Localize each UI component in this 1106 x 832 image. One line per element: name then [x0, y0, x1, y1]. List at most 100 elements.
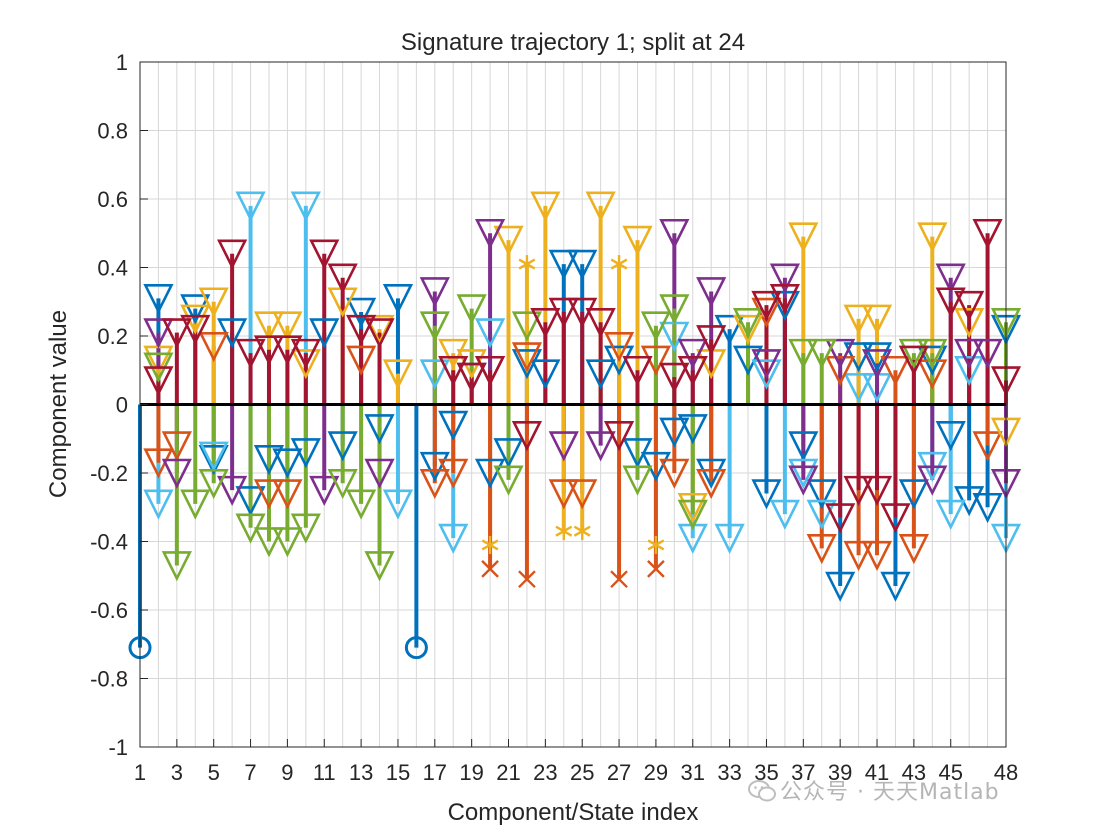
stem-marker-triangle-down [327, 263, 358, 294]
stem-marker-triangle-down [696, 277, 727, 308]
stem-marker-triangle-down [825, 338, 856, 370]
stem-marker-asterisk [481, 535, 499, 554]
stem-marker-triangle-down [769, 499, 800, 531]
stem-marker-triangle-down [585, 307, 616, 339]
stem-marker-triangle-down [290, 349, 321, 380]
stem-marker-triangle-down [825, 571, 856, 602]
stem-marker-triangle-down [843, 475, 874, 507]
stem-marker-triangle-down [806, 534, 837, 565]
stem-marker-triangle-down [972, 431, 1003, 462]
stem-marker-triangle-down [935, 263, 966, 294]
stem-marker-triangle-down [493, 438, 524, 469]
x-tick-label: 5 [208, 760, 220, 785]
stem-marker-triangle-down [788, 465, 819, 496]
stem-marker-triangle-down [198, 441, 229, 472]
stem-marker-triangle-down [769, 284, 800, 315]
stem-marker-asterisk [518, 255, 536, 274]
stem-marker-triangle-down [622, 465, 653, 496]
stem-marker-triangle-down [253, 444, 285, 476]
watermark: 公众号 · 天天Matlab [748, 775, 1000, 805]
stem-marker-triangle-down [696, 468, 727, 500]
stem-marker-triangle-down [880, 503, 911, 534]
y-tick-label: -0.2 [90, 461, 128, 486]
stem-marker-triangle-down [161, 431, 192, 462]
stem-marker-triangle-down [143, 318, 174, 349]
stem-marker-triangle-down [253, 335, 285, 366]
stem-marker-triangle-down [346, 297, 377, 328]
stem-marker-asterisk [573, 522, 591, 541]
stem-marker-triangle-down [659, 417, 690, 448]
stem-marker-triangle-down [954, 290, 985, 322]
stem-marker-triangle-down [180, 314, 211, 346]
stem-marker-triangle-down [438, 458, 469, 489]
stem-marker-triangle-down [511, 342, 543, 373]
stem-marker-triangle-down [696, 458, 727, 489]
stem-marker-triangle-down [567, 479, 598, 510]
stem-marker-triangle-down [880, 355, 911, 387]
stem-marker-triangle-down [917, 359, 948, 390]
stem-marker-triangle-down [769, 263, 800, 294]
stem-marker-triangle-down [898, 479, 929, 510]
y-tick-label: 0 [116, 393, 128, 418]
stem-marker-triangle-down [511, 311, 543, 342]
stem-marker-triangle-down [659, 362, 690, 394]
stem-marker-triangle-down [290, 338, 321, 370]
stem-marker-triangle-down [917, 222, 948, 253]
stem-marker-triangle-down [419, 359, 450, 390]
stem-marker-triangle-down [143, 284, 174, 315]
stem-marker-triangle-down [585, 191, 616, 222]
stem-marker-triangle-down [622, 225, 653, 257]
x-tick-label: 33 [717, 760, 741, 785]
stem-marker-triangle-down [180, 489, 211, 520]
wechat-icon [748, 779, 776, 802]
stem-marker-triangle-down [364, 314, 395, 346]
stem-marker-triangle-down [161, 458, 192, 489]
x-tick-label: 48 [994, 760, 1018, 785]
stem-marker-triangle-down [161, 318, 192, 349]
stem-marker-triangle-down [548, 297, 579, 328]
stem-marker-triangle-down [530, 191, 561, 222]
stem-marker-triangle-down [585, 359, 616, 390]
x-tick-label: 39 [828, 760, 852, 785]
stem-marker-triangle-down [898, 345, 929, 376]
y-tick-labels: 1 0.8 0.6 0.4 0.2 0 -0.2 -0.4 -0.6 -0.8 -1 [90, 50, 148, 760]
x-tick-label: 31 [681, 760, 705, 785]
stem-marker-triangle-down [825, 503, 856, 534]
stem-marker-asterisk [647, 535, 665, 554]
stem-marker-triangle-down [419, 451, 450, 483]
stem-marker-triangle-down [972, 338, 1003, 370]
x-tick-label: 11 [313, 760, 336, 785]
stem-marker-triangle-down [290, 513, 321, 544]
stem-marker-triangle-down [309, 475, 340, 507]
stem-marker-triangle-down [696, 325, 727, 356]
watermark-text: 公众号 · 天天Matlab [780, 780, 1000, 805]
x-tick-label: 9 [281, 760, 293, 785]
stem-marker-triangle-down [898, 338, 929, 370]
stem-marker-triangle-down [143, 489, 174, 520]
x-tick-label: 15 [386, 760, 410, 785]
y-tick-label: 1 [116, 50, 128, 75]
stem-marker-x [481, 560, 499, 578]
stem-marker-triangle-down [180, 294, 211, 325]
y-tick-label: 0.6 [97, 187, 128, 212]
stem-marker-triangle-down [253, 479, 285, 510]
stem-marker-asterisk [610, 255, 628, 274]
stem-marker-triangle-down [290, 191, 321, 222]
stem-marker-triangle-down [677, 338, 708, 370]
stem-marker-triangle-down [935, 499, 966, 531]
stem-marker-triangle-down [438, 410, 469, 441]
stem-marker-triangle-down [677, 414, 708, 445]
stem-marker-triangle-down [788, 222, 819, 253]
y-tick-label: -0.8 [90, 667, 128, 692]
stem-marker-triangle-down [732, 314, 764, 346]
stem-marker-triangle-down [806, 499, 837, 531]
stem-marker-triangle-down [788, 458, 819, 489]
stem-marker-circle [404, 636, 428, 660]
stem-marker-triangle-down [806, 338, 837, 370]
stem-marker-triangle-down [603, 421, 635, 452]
stem-marker-triangle-down [530, 307, 561, 339]
y-tick-label: 0.4 [97, 256, 128, 281]
stem-marker-x [647, 560, 665, 578]
y-tick-label: 0.2 [97, 324, 128, 349]
stem-marker-x [610, 570, 628, 589]
